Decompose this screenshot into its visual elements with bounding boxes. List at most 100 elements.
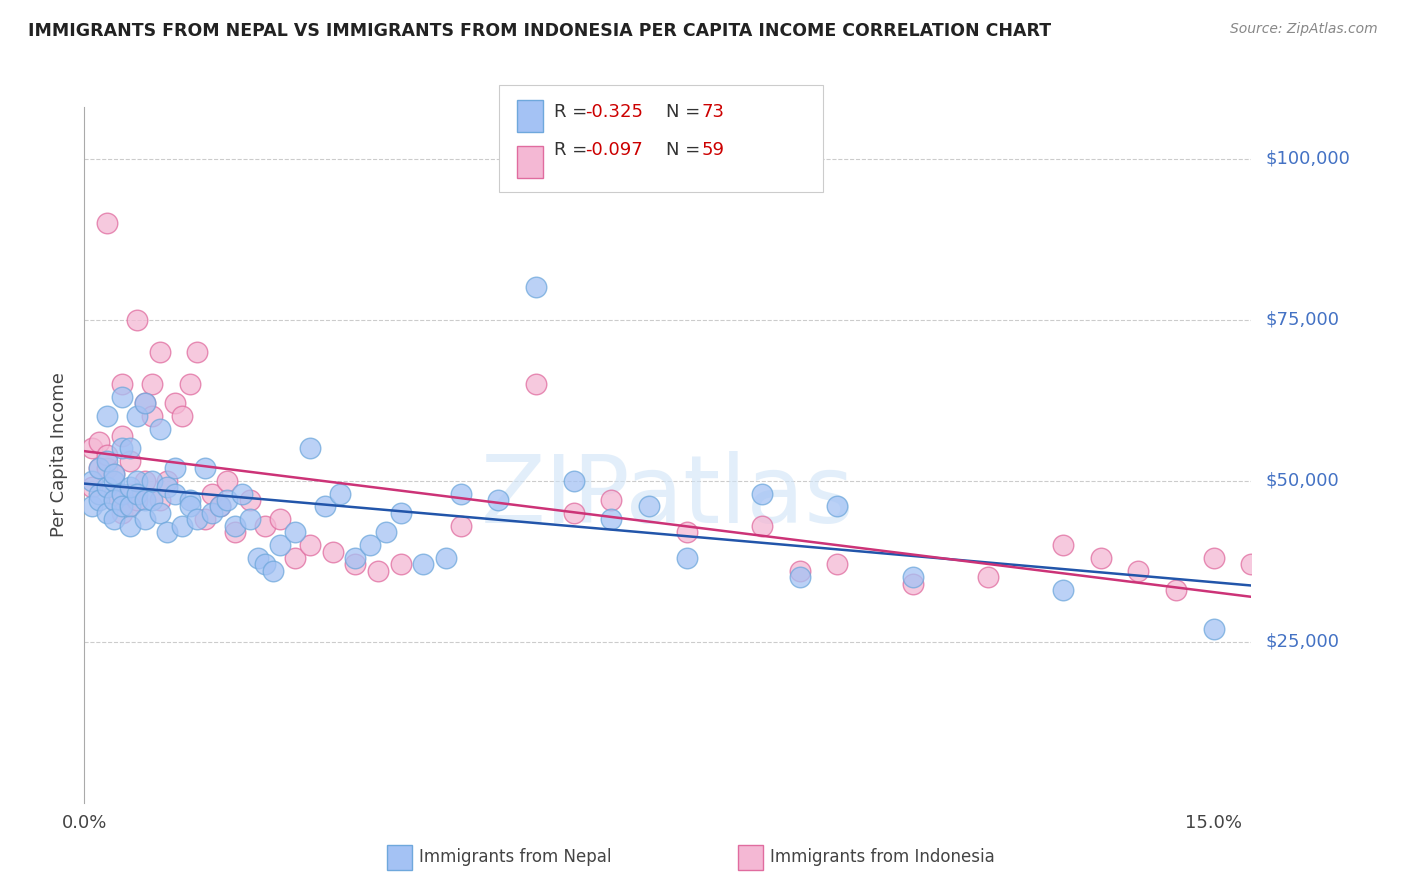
Text: 59: 59 [702, 141, 724, 159]
Point [149, 506, 172, 520]
Point [80, 474, 103, 488]
Point [262, 564, 284, 578]
Point [118, 486, 141, 500]
Point [111, 486, 134, 500]
Point [224, 518, 246, 533]
Point [1202, 622, 1225, 636]
Point [103, 467, 125, 482]
Point [111, 428, 134, 442]
Point [344, 558, 367, 572]
Point [125, 493, 148, 508]
Point [389, 558, 412, 572]
Point [111, 500, 134, 514]
Point [89, 486, 111, 500]
Point [901, 570, 924, 584]
Point [89, 435, 111, 450]
Point [600, 493, 623, 508]
Point [179, 377, 201, 392]
Point [901, 576, 924, 591]
Point [103, 467, 125, 482]
Point [186, 344, 208, 359]
Point [675, 525, 697, 540]
Point [118, 480, 141, 494]
Point [149, 422, 172, 436]
Point [118, 500, 141, 514]
Point [359, 538, 381, 552]
Point [269, 512, 291, 526]
Point [488, 493, 510, 508]
Point [156, 480, 179, 494]
Point [450, 518, 472, 533]
Point [524, 280, 547, 294]
Point [217, 474, 239, 488]
Point [1240, 558, 1263, 572]
Point [89, 493, 111, 508]
Point [412, 558, 434, 572]
Point [231, 486, 253, 500]
Point [141, 493, 163, 508]
Point [80, 480, 103, 494]
Point [1090, 551, 1112, 566]
Point [789, 564, 811, 578]
Point [125, 409, 148, 424]
Point [134, 512, 156, 526]
Point [1164, 583, 1187, 598]
Point [96, 460, 118, 475]
Text: 73: 73 [702, 103, 724, 121]
Point [149, 493, 172, 508]
Point [103, 474, 125, 488]
Point [125, 486, 148, 500]
Point [1202, 551, 1225, 566]
Point [96, 409, 118, 424]
Point [163, 486, 186, 500]
Point [434, 551, 457, 566]
Point [1052, 538, 1074, 552]
Point [125, 474, 148, 488]
Point [163, 396, 186, 410]
Point [201, 506, 224, 520]
Point [118, 442, 141, 456]
Point [269, 538, 291, 552]
Point [149, 344, 172, 359]
Point [141, 409, 163, 424]
Text: Immigrants from Indonesia: Immigrants from Indonesia [770, 848, 995, 866]
Point [977, 570, 1000, 584]
Point [103, 512, 125, 526]
Point [163, 460, 186, 475]
Point [134, 493, 156, 508]
Text: N =: N = [643, 141, 706, 159]
Point [1128, 564, 1150, 578]
Point [103, 493, 125, 508]
Point [675, 551, 697, 566]
Point [789, 570, 811, 584]
Point [111, 442, 134, 456]
Point [825, 558, 848, 572]
Point [89, 460, 111, 475]
Point [194, 460, 217, 475]
Text: Immigrants from Nepal: Immigrants from Nepal [419, 848, 612, 866]
Point [208, 500, 231, 514]
Point [141, 377, 163, 392]
Point [80, 442, 103, 456]
Point [284, 525, 307, 540]
Point [179, 493, 201, 508]
Point [172, 409, 194, 424]
Point [118, 454, 141, 468]
Point [329, 486, 352, 500]
Point [239, 493, 262, 508]
Point [600, 512, 623, 526]
Point [111, 506, 134, 520]
Text: $25,000: $25,000 [1265, 632, 1340, 651]
Point [254, 558, 277, 572]
Point [134, 396, 156, 410]
Point [344, 551, 367, 566]
Text: Source: ZipAtlas.com: Source: ZipAtlas.com [1230, 22, 1378, 37]
Point [367, 564, 389, 578]
Point [134, 396, 156, 410]
Point [172, 518, 194, 533]
Text: R =: R = [554, 103, 593, 121]
Point [111, 390, 134, 404]
Point [156, 474, 179, 488]
Point [80, 500, 103, 514]
Point [179, 500, 201, 514]
